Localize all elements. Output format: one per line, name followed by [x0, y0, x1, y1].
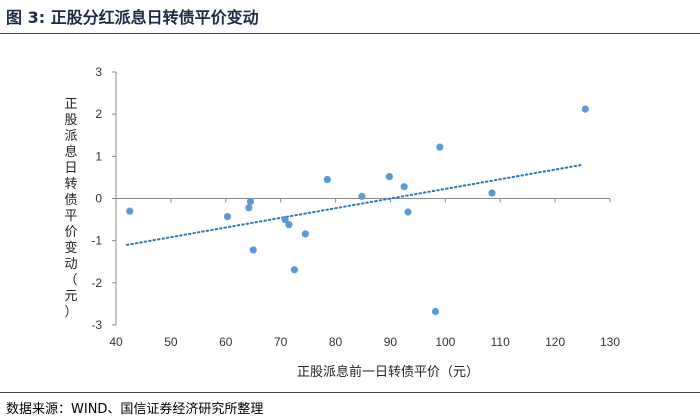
x-tick-label: 70	[274, 335, 288, 349]
data-point	[404, 208, 412, 216]
x-tick-label: 100	[435, 335, 455, 349]
y-axis-label-char: 转	[64, 177, 77, 192]
y-tick-label: 2	[95, 107, 102, 121]
x-tick-label: 40	[109, 335, 123, 349]
y-axis-label-char: 债	[64, 193, 77, 208]
y-axis-label-char: （	[64, 273, 77, 288]
y-axis-label-char: 息	[64, 144, 77, 160]
x-tick-label: 60	[219, 335, 233, 349]
y-axis-label-char: 元	[64, 289, 77, 304]
data-point	[223, 213, 232, 221]
data-point	[126, 207, 134, 215]
x-tick-label: 130	[600, 335, 620, 349]
title-divider	[0, 33, 700, 34]
data-point	[245, 204, 253, 212]
figure-title: 图 3: 正股分红派息日转债平价变动	[6, 8, 259, 27]
y-axis-label-char: ）	[64, 305, 77, 320]
source-note: 数据来源：WIND、国信证券经济研究所整理	[6, 402, 264, 417]
footer-divider	[0, 392, 700, 393]
data-point	[301, 230, 309, 238]
data-point	[581, 105, 589, 113]
data-points	[126, 105, 589, 316]
data-point	[431, 307, 440, 316]
data-point	[290, 266, 298, 274]
y-axis-label-char: 股	[64, 113, 77, 128]
data-point	[385, 172, 393, 181]
data-point	[249, 246, 257, 254]
x-tick-label: 120	[545, 335, 565, 349]
y-tick-label: 3	[95, 65, 102, 79]
trendline-layer	[125, 163, 584, 246]
data-point	[358, 192, 366, 200]
y-axis-label-char: 正	[64, 97, 77, 112]
data-point	[436, 143, 444, 151]
x-tick-label: 110	[491, 335, 510, 349]
data-point	[488, 189, 496, 197]
y-axis-label-char: 价	[64, 225, 77, 240]
y-tick-label: 1	[95, 149, 102, 163]
y-axis-label-char: 变	[64, 240, 77, 256]
chart-axes: -3 -2 -1 0 1 2 3 40 50 60 70 80 90 100 110 120 130	[91, 65, 620, 349]
data-point	[246, 197, 255, 206]
data-point	[281, 215, 289, 224]
x-axis-label: 正股派息前一日转债平价（元）	[297, 364, 479, 380]
y-axis-label-char: 日	[64, 161, 77, 176]
y-axis-label-char: 派	[64, 129, 77, 144]
x-tick-label: 90	[384, 335, 398, 349]
y-axis-label-char: 动	[64, 257, 77, 272]
data-point	[285, 221, 293, 229]
y-tick-label: -3	[91, 318, 102, 332]
y-tick-label: -2	[91, 276, 102, 290]
data-point	[323, 175, 331, 184]
trendline	[125, 163, 584, 246]
x-tick-label: 80	[329, 335, 343, 349]
x-tick-label: 50	[164, 335, 178, 349]
y-tick-label: -1	[91, 234, 102, 248]
y-tick-label: 0	[95, 192, 102, 206]
data-point	[400, 183, 408, 191]
y-axis-label-char: 平	[64, 209, 77, 224]
